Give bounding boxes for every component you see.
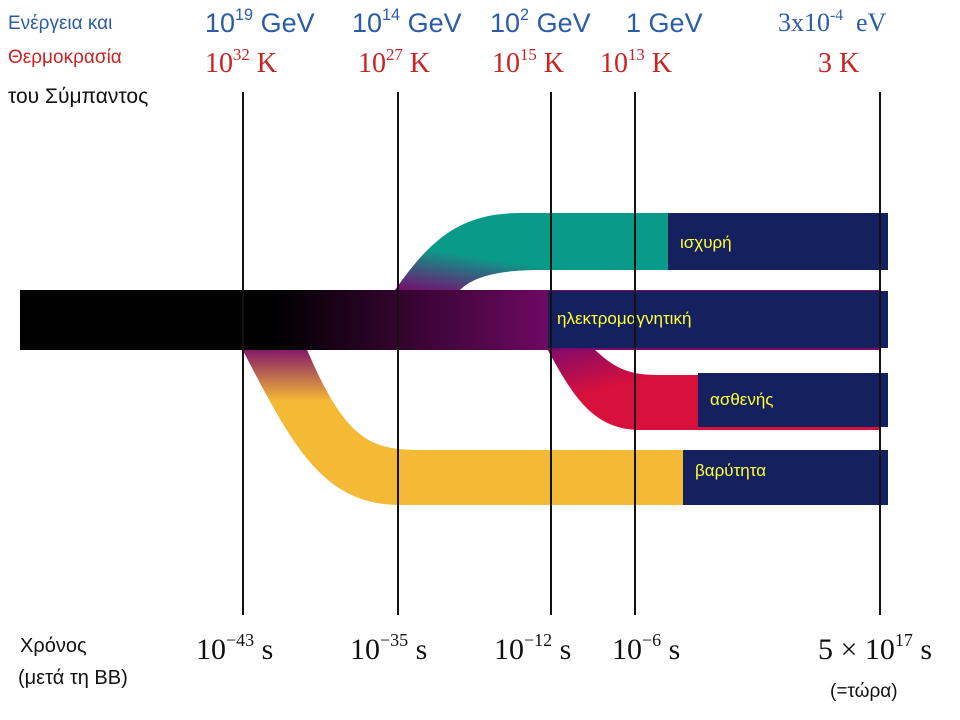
temp-epoch-1: 1032 K <box>205 45 278 79</box>
energy-epoch-1: 1019 GeV <box>205 6 315 38</box>
weak-label: ασθενής <box>710 390 774 409</box>
time-epoch-3: 10−12 s <box>494 630 572 666</box>
electromagnetic-label: ηλεκτρομαγνητική <box>557 309 691 328</box>
unified-band <box>20 290 580 350</box>
temperature-label: Θερμοκρασία <box>8 47 122 68</box>
strong-label-box <box>668 213 888 270</box>
temp-epoch-4: 1013 K <box>600 45 673 79</box>
time-epoch-2: 10−35 s <box>350 630 428 666</box>
temp-epoch-2: 1027 K <box>358 45 431 79</box>
energy-epoch-2: 1014 GeV <box>352 6 462 38</box>
temp-epoch-3: 1015 K <box>492 45 565 79</box>
universe-label: του Σύμπαντος <box>8 85 149 108</box>
gravity-label-box <box>683 450 888 505</box>
weak-label-box <box>698 373 888 427</box>
energy-epoch-5: 3x10-4 eV <box>778 6 887 37</box>
time-axis-label: Χρόνος <box>20 635 87 657</box>
energy-label: Ενέργεια και <box>8 13 113 34</box>
energy-epoch-4: 1 GeV <box>626 8 703 38</box>
gravity-label: βαρύτητα <box>695 461 766 480</box>
strong-label: ισχυρή <box>680 233 732 252</box>
time-epoch-5: 5 × 1017 s <box>818 630 933 666</box>
energy-epoch-3: 102 GeV <box>490 6 591 38</box>
time-axis-sublabel: (μετά τη BB) <box>18 667 128 689</box>
time-epoch-1: 10−43 s <box>196 630 274 666</box>
time-epoch-4: 10−6 s <box>612 630 681 666</box>
now-note: (=τώρα) <box>830 681 898 702</box>
electromagnetic-label-box <box>548 291 888 348</box>
temp-epoch-5: 3 K <box>818 48 860 79</box>
